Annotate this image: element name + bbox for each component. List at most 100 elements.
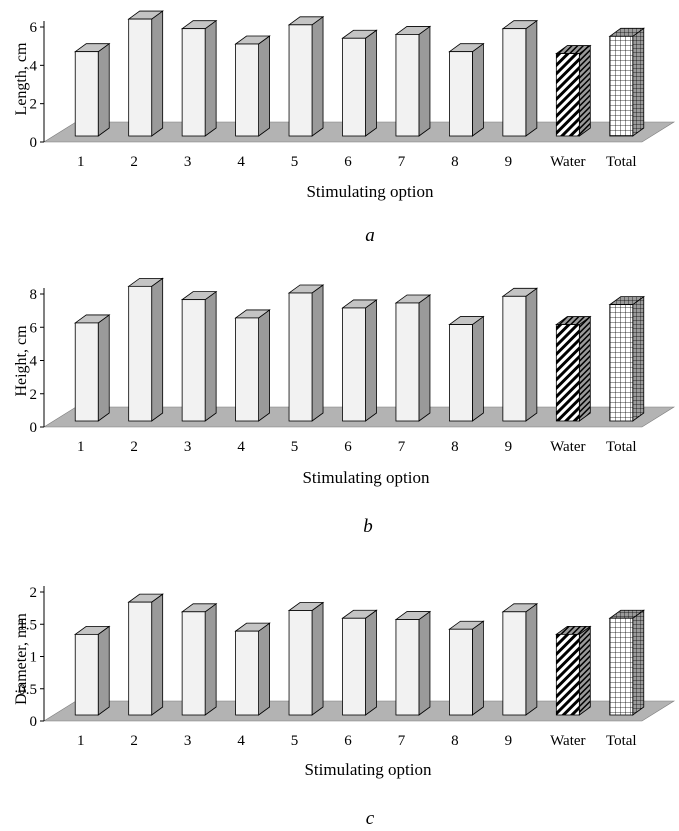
bar-8: [448, 42, 485, 137]
x-tick-label: 6: [344, 733, 352, 749]
bar-6: [341, 29, 378, 137]
x-tick-label: 4: [237, 154, 245, 170]
bar-front: [395, 34, 420, 137]
bar-side: [418, 294, 431, 422]
bar-9: [501, 603, 539, 716]
bar-8: [448, 315, 485, 422]
y-tick-label: 1: [30, 650, 38, 666]
bar-side: [472, 620, 484, 716]
x-tick-label: 8: [451, 733, 459, 749]
x-tick-label: 3: [184, 733, 192, 749]
bar-side: [525, 287, 538, 422]
bar-side: [472, 315, 484, 422]
bar-front: [555, 633, 580, 716]
bar-front: [128, 601, 153, 716]
bar-front: [235, 43, 259, 137]
bar-7: [394, 610, 432, 716]
bar-front: [235, 317, 259, 422]
bar-front: [288, 24, 313, 137]
bar-front: [342, 37, 366, 137]
x-tick-label: 5: [291, 154, 299, 170]
bar-side: [365, 29, 377, 137]
bar-side: [97, 314, 110, 422]
bar-side: [204, 603, 217, 716]
bar-front: [502, 28, 527, 137]
x-tick-label: 4: [237, 439, 245, 455]
bar-2: [127, 277, 164, 422]
height-chart: 0 2 4 6 8 1 2 3 4 5 6 7 8 9 Water Total: [30, 277, 676, 455]
bar-front: [74, 51, 99, 137]
bar-front: [342, 617, 366, 716]
bar-front: [74, 322, 99, 422]
bar-front: [449, 628, 473, 716]
y-axis-label: Height, cm: [13, 325, 30, 397]
x-tick-label: Water: [550, 439, 585, 455]
y-tick-label: 0: [30, 420, 38, 436]
panel-caption: a: [365, 225, 375, 246]
bar-front: [609, 617, 634, 716]
x-tick-label: 7: [398, 439, 406, 455]
bar-side: [311, 284, 324, 422]
bar-2: [127, 593, 164, 716]
bar-front: [449, 324, 473, 422]
x-tick-label: 9: [505, 439, 513, 455]
bar-1: [73, 314, 111, 422]
y-axis-label: Diameter, mm: [13, 613, 30, 705]
y-tick-label: 4: [30, 58, 38, 74]
x-tick-label: Water: [550, 154, 585, 170]
x-tick-label: 5: [291, 733, 299, 749]
panel-caption: b: [363, 516, 373, 537]
bar-side: [365, 609, 377, 716]
bar-side: [418, 25, 431, 137]
bar-side: [258, 622, 270, 716]
bar-total: [608, 27, 646, 137]
bar-9: [501, 287, 539, 422]
y-tick-label: 6: [30, 320, 38, 336]
bar-water: [555, 315, 592, 422]
bar-2: [127, 10, 164, 137]
bar-front: [555, 53, 580, 137]
y-tick-label: 2: [30, 97, 38, 113]
bar-3: [180, 19, 218, 137]
y-tick-label: 6: [30, 20, 38, 36]
bar-front: [128, 285, 153, 422]
bar-front: [74, 633, 99, 716]
x-tick-label: 7: [398, 733, 406, 749]
x-tick-label: 9: [505, 733, 513, 749]
bar-side: [151, 10, 164, 137]
panel-caption: c: [365, 808, 375, 829]
bar-side: [632, 609, 645, 716]
bar-front: [502, 611, 527, 716]
bar-side: [472, 42, 484, 137]
x-tick-label: 8: [451, 154, 459, 170]
x-tick-label: 6: [344, 154, 352, 170]
bar-side: [418, 610, 431, 716]
bar-front: [449, 51, 473, 137]
bar-front: [181, 299, 206, 422]
bar-front: [502, 295, 527, 422]
y-tick-label: 0: [30, 135, 38, 151]
bar-side: [311, 16, 324, 137]
x-tick-label: 7: [398, 154, 406, 170]
bar-4: [234, 309, 271, 422]
bar-side: [258, 309, 270, 422]
bar-side: [97, 42, 110, 137]
bar-front: [181, 611, 206, 716]
panel-height: 0 2 4 6 8 1 2 3 4 5 6 7 8 9 Water Total Height, cm Stim…: [0, 272, 679, 542]
bar-side: [632, 27, 645, 137]
bar-6: [341, 299, 378, 422]
bar-side: [365, 299, 377, 422]
x-tick-label: 6: [344, 439, 352, 455]
bar-side: [151, 277, 164, 422]
x-axis-label: Stimulating option: [304, 760, 432, 779]
bar-5: [287, 16, 325, 137]
bar-7: [394, 25, 432, 137]
bar-front: [181, 28, 206, 137]
x-tick-label: Total: [606, 439, 637, 455]
bar-1: [73, 42, 111, 137]
bar-front: [128, 18, 153, 137]
bar-side: [632, 295, 645, 422]
x-tick-label: 8: [451, 439, 459, 455]
bar-front: [555, 324, 580, 422]
